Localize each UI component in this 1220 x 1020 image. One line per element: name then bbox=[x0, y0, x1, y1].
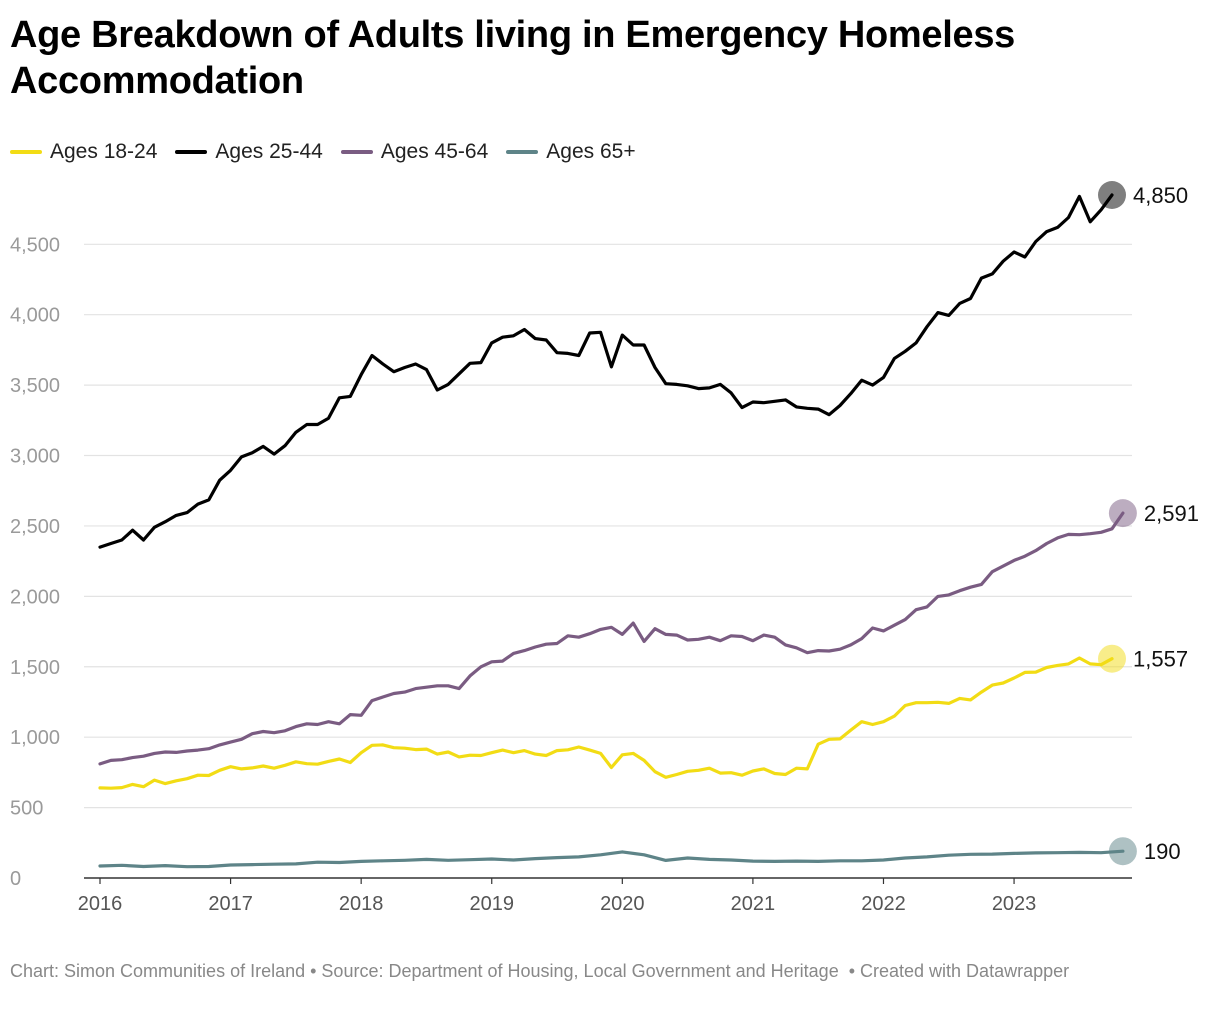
legend-item-ages-45-64: Ages 45-64 bbox=[340, 140, 489, 164]
end-marker-ages-25-44 bbox=[1098, 181, 1126, 209]
legend-label-ages-65-plus: Ages 65+ bbox=[546, 140, 636, 163]
y-tick-label: 3,500 bbox=[10, 375, 60, 397]
end-marker-ages-18-24 bbox=[1098, 644, 1126, 673]
x-tick-label: 2016 bbox=[78, 893, 123, 915]
end-label-ages-45-64: 2,591 bbox=[1144, 501, 1199, 526]
y-tick-label: 1,500 bbox=[10, 657, 60, 679]
x-tick-label: 2017 bbox=[208, 893, 253, 915]
legend-swatch-ages-45-64 bbox=[340, 150, 373, 154]
series-line-ages-65-plus bbox=[98, 849, 1125, 869]
legend-swatch-ages-25-44 bbox=[175, 150, 208, 154]
x-tick-label: 2022 bbox=[861, 893, 906, 915]
legend-label-ages-18-24: Ages 18-24 bbox=[50, 140, 158, 163]
chart-title: Age Breakdown of Adults living in Emerge… bbox=[10, 14, 1016, 102]
legend-label-ages-45-64: Ages 45-64 bbox=[380, 140, 489, 163]
y-tick-label: 4,500 bbox=[10, 234, 60, 256]
legend-item-ages-18-24: Ages 18-24 bbox=[10, 140, 157, 164]
y-tick-label: 500 bbox=[10, 798, 43, 820]
end-label-ages-18-24: 1,557 bbox=[1133, 647, 1188, 672]
y-tick-label: 2,000 bbox=[10, 586, 60, 608]
end-marker-ages-45-64 bbox=[1108, 499, 1137, 528]
chart-footer: Chart: Simon Communities of Ireland • So… bbox=[10, 961, 1070, 981]
x-tick-label: 2019 bbox=[469, 893, 514, 915]
x-tick-label: 2018 bbox=[339, 893, 384, 915]
x-tick-label: 2020 bbox=[600, 893, 645, 915]
y-tick-label: 2,500 bbox=[10, 516, 60, 538]
series-line-ages-45-64 bbox=[98, 511, 1125, 766]
y-tick-label: 4,000 bbox=[10, 305, 60, 327]
line-chart: 0 500 1,000 1,500 2,000 2,500 3,000 3,500 4,000 4… bbox=[10, 181, 1199, 915]
legend: Ages 18-24 Ages 25-44 Ages 45-64 Ages 65… bbox=[10, 138, 654, 166]
x-tick-label: 2023 bbox=[992, 893, 1037, 915]
y-tick-label: 1,000 bbox=[10, 727, 60, 749]
legend-label-ages-25-44: Ages 25-44 bbox=[215, 140, 323, 163]
y-tick-label: 3,000 bbox=[10, 446, 60, 468]
end-label-ages-25-44: 4,850 bbox=[1133, 183, 1188, 208]
series-line-ages-18-24 bbox=[98, 656, 1114, 790]
series-line-ages-25-44 bbox=[98, 193, 1114, 549]
legend-swatch-ages-65-plus bbox=[506, 150, 539, 154]
x-tick-label: 2021 bbox=[731, 893, 776, 915]
legend-item-ages-65-plus: Ages 65+ bbox=[506, 140, 636, 164]
legend-swatch-ages-18-24 bbox=[10, 150, 42, 154]
end-label-ages-65-plus: 190 bbox=[1144, 839, 1181, 864]
legend-item-ages-25-44: Ages 25-44 bbox=[175, 140, 323, 164]
end-marker-ages-65-plus bbox=[1108, 837, 1137, 866]
y-tick-label: 0 bbox=[10, 868, 21, 890]
